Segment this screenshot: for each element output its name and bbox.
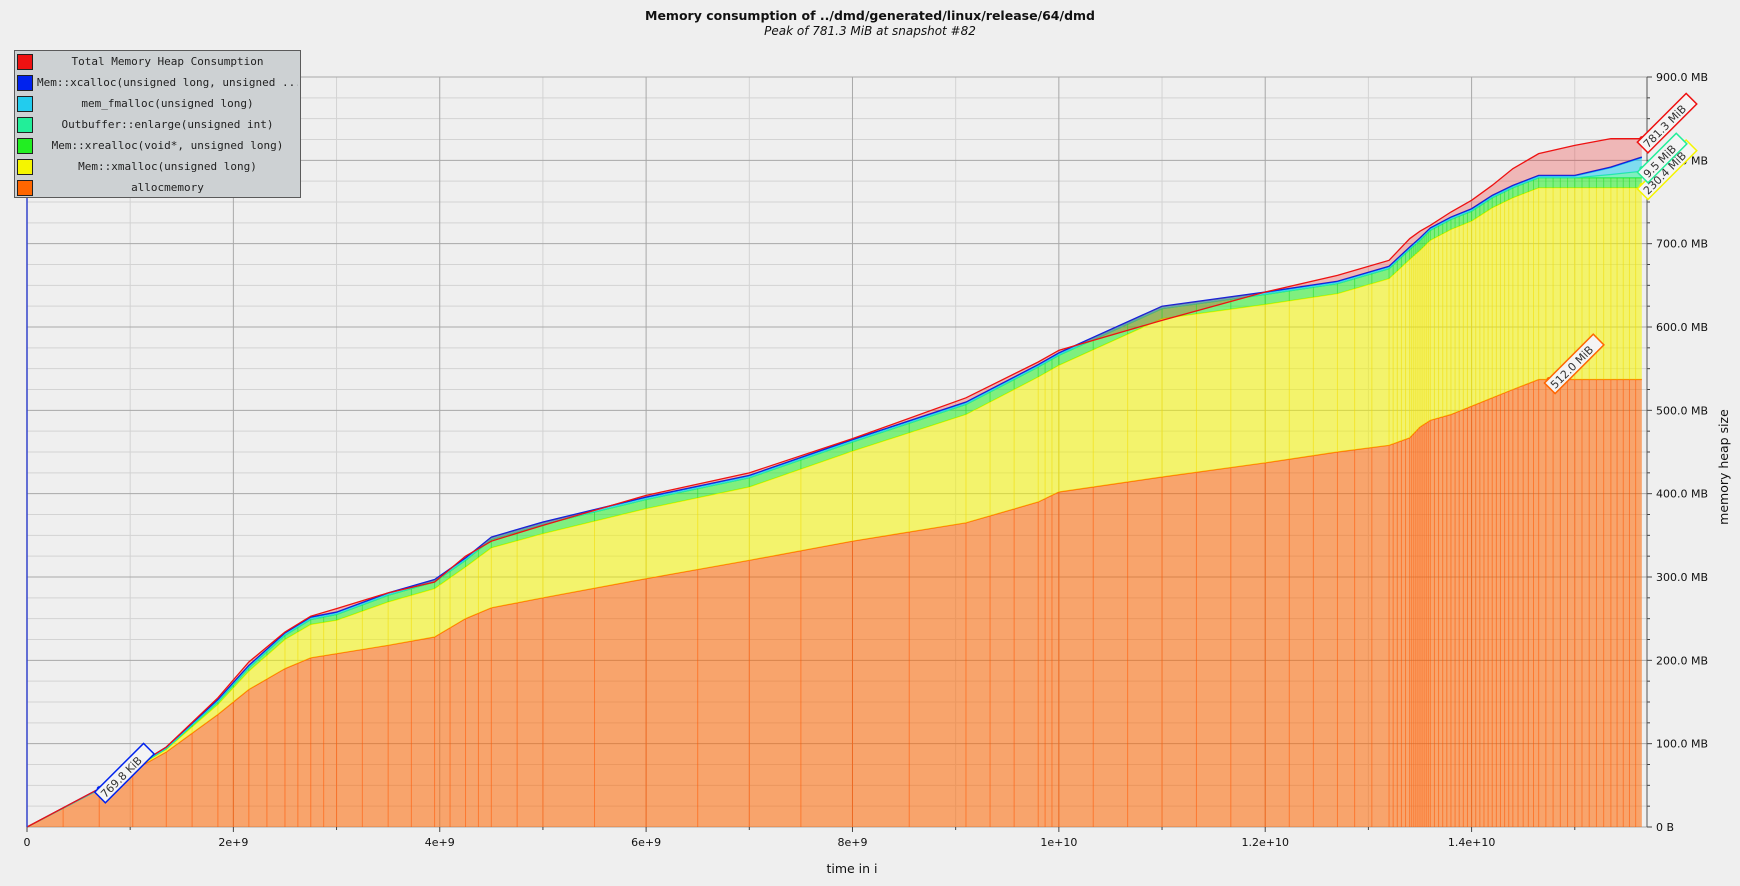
legend-swatch (17, 138, 33, 154)
y-tick-label: 300.0 MB (1656, 571, 1708, 584)
x-axis-label: time in i (826, 861, 877, 876)
legend-item-xcalloc[interactable]: Mem::xcalloc(unsigned long, unsigned ... (15, 74, 302, 95)
legend-item-allocmemory[interactable]: allocmemory (15, 179, 302, 200)
legend-label: Mem::xrealloc(void*, unsigned long) (51, 139, 284, 152)
legend-item-xmalloc[interactable]: Mem::xmalloc(unsigned long) (15, 158, 302, 179)
x-tick-label: 0 (24, 836, 31, 849)
legend-swatch (17, 54, 33, 70)
legend-swatch (17, 117, 33, 133)
legend-swatch (17, 75, 33, 91)
series-line (26, 156, 1643, 828)
y-tick-label: 500.0 MB (1656, 404, 1708, 417)
x-tick-label: 1.2e+10 (1241, 836, 1288, 849)
legend-swatch (17, 180, 33, 196)
legend-label: mem_fmalloc(unsigned long) (81, 97, 254, 110)
x-tick-label: 4e+9 (425, 836, 455, 849)
legend-item-enlarge[interactable]: Outbuffer::enlarge(unsigned int) (15, 116, 302, 137)
y-tick-label: 200.0 MB (1656, 654, 1708, 667)
legend-item-fmalloc[interactable]: mem_fmalloc(unsigned long) (15, 95, 302, 116)
legend-item-xrealloc[interactable]: Mem::xrealloc(void*, unsigned long) (15, 137, 302, 158)
legend: Total Memory Heap Consumption Mem::xcall… (14, 50, 301, 198)
legend-label: allocmemory (131, 181, 204, 194)
x-tick-label: 8e+9 (837, 836, 867, 849)
legend-label: Total Memory Heap Consumption (71, 55, 264, 68)
total-line (26, 138, 1642, 828)
y-tick-label: 400.0 MB (1656, 488, 1708, 501)
legend-swatch (17, 159, 33, 175)
x-tick-label: 1.4e+10 (1448, 836, 1495, 849)
series-area (27, 187, 1642, 828)
peak-marker-total-box (1636, 92, 1698, 154)
legend-item-total[interactable]: Total Memory Heap Consumption (15, 53, 302, 74)
legend-label: Mem::xmalloc(unsigned long) (78, 160, 257, 173)
y-tick-label: 700.0 MB (1656, 238, 1708, 251)
x-tick-label: 2e+9 (218, 836, 248, 849)
series-area (27, 379, 1642, 827)
peak-marker-box (93, 742, 156, 804)
x-tick-label: 6e+9 (631, 836, 661, 849)
y-tick-label: 100.0 MB (1656, 738, 1708, 751)
peak-marker-box (1636, 132, 1688, 184)
y-tick-label: 600.0 MB (1656, 321, 1708, 334)
legend-label: Outbuffer::enlarge(unsigned int) (61, 118, 274, 131)
legend-label: Mem::xcalloc(unsigned long, unsigned ... (37, 76, 298, 89)
y-tick-label: 900.0 MB (1656, 71, 1708, 84)
legend-swatch (17, 96, 33, 112)
y-tick-label: 0 B (1656, 821, 1674, 834)
peak-marker-box (1543, 333, 1605, 395)
x-tick-label: 1e+10 (1040, 836, 1077, 849)
chart-subtitle: Peak of 781.3 MiB at snapshot #82 (764, 24, 976, 38)
chart-title: Memory consumption of ../dmd/generated/l… (645, 8, 1095, 23)
y-axis-label: memory heap size (1716, 409, 1731, 525)
